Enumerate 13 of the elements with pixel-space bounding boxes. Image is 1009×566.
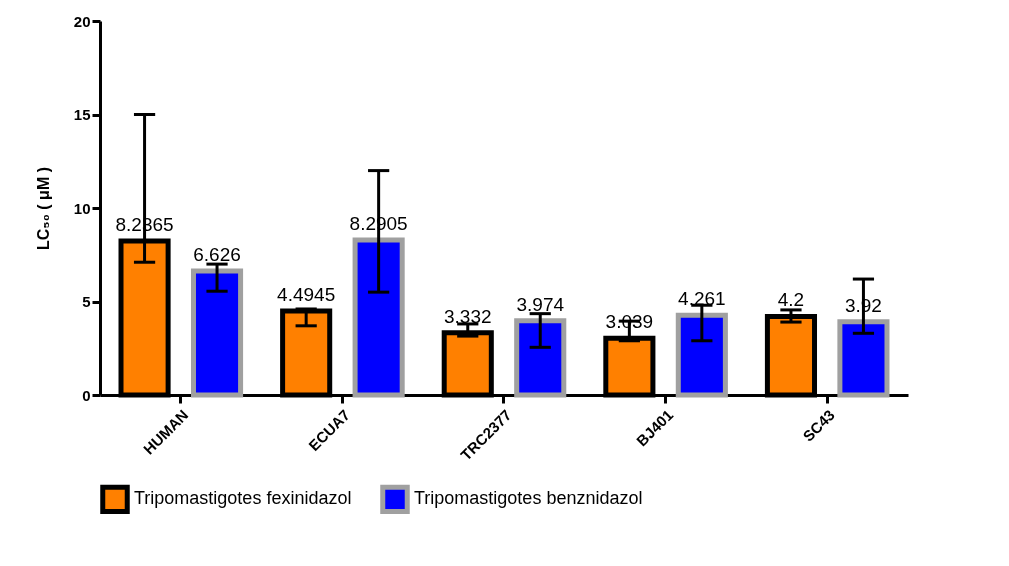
y-tick-label: 15: [73, 106, 91, 123]
data-label: 4.2: [777, 289, 805, 311]
legend-label: Tripomastigotes benznidazol: [414, 488, 643, 509]
y-tick-label: 10: [73, 199, 91, 217]
data-label: 3.974: [516, 293, 565, 315]
y-tick-label: 20: [73, 12, 91, 30]
y-axis-title: LC₅₀ ( μM ): [34, 167, 52, 250]
y-tick-label: 5: [82, 293, 91, 310]
y-tick-label: 0: [82, 386, 91, 404]
data-label: 6.626: [193, 244, 241, 266]
data-label: 3.332: [443, 305, 492, 327]
legend-label: Tripomastigotes fexinidazol: [134, 488, 352, 509]
data-label: 4.4945: [277, 283, 336, 305]
